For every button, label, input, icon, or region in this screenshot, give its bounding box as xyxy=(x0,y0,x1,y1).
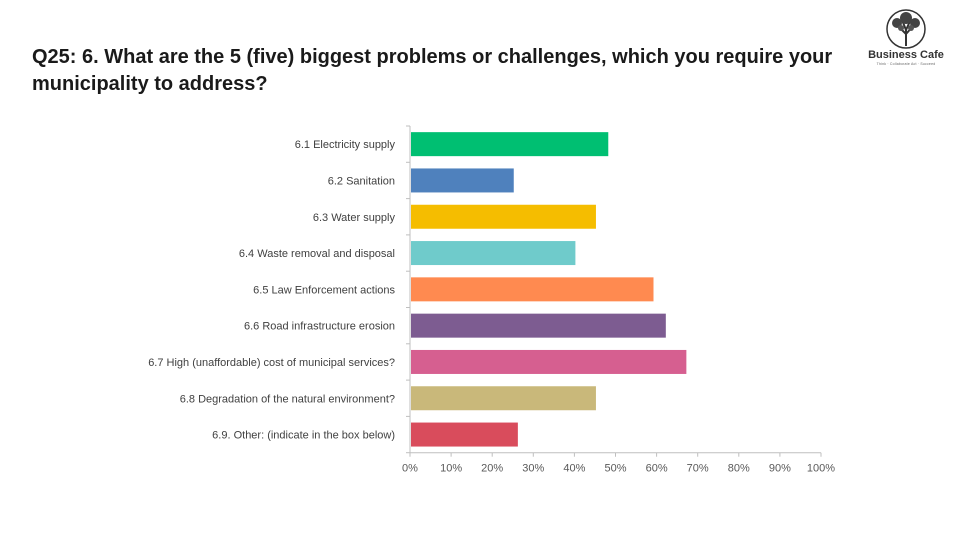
category-label: 6.9. Other: (indicate in the box below) xyxy=(212,430,395,442)
x-tick-label: 90% xyxy=(769,463,791,475)
business-cafe-logo: Business Cafe Think · Collaborate Act · … xyxy=(864,8,948,68)
x-tick-label: 20% xyxy=(481,463,503,475)
category-label: 6.7 High (unaffordable) cost of municipa… xyxy=(148,357,395,369)
category-label: 6.3 Water supply xyxy=(313,212,396,224)
x-tick-label: 50% xyxy=(604,463,626,475)
tree-icon xyxy=(886,9,926,49)
x-tick-label: 100% xyxy=(807,463,835,475)
x-tick-label: 0% xyxy=(402,463,418,475)
category-label: 6.6 Road infrastructure erosion xyxy=(244,321,395,333)
category-label: 6.8 Degradation of the natural environme… xyxy=(180,393,395,405)
category-label: 6.5 Law Enforcement actions xyxy=(253,284,395,296)
category-label: 6.4 Waste removal and disposal xyxy=(239,248,395,260)
bar xyxy=(411,277,654,302)
bar xyxy=(411,168,514,193)
x-tick-label: 40% xyxy=(563,463,585,475)
bar xyxy=(411,313,666,338)
chart-title: Q25: 6. What are the 5 (five) biggest pr… xyxy=(32,46,833,95)
bar xyxy=(411,349,687,374)
x-tick-label: 10% xyxy=(440,463,462,475)
logo-name: Business Cafe xyxy=(868,49,944,61)
bar xyxy=(411,422,518,447)
bar xyxy=(411,204,596,229)
bar xyxy=(411,132,609,157)
x-tick-label: 70% xyxy=(687,463,709,475)
bar xyxy=(411,241,576,266)
x-tick-label: 60% xyxy=(646,463,668,475)
category-label: 6.2 Sanitation xyxy=(328,175,395,187)
x-tick-label: 80% xyxy=(728,463,750,475)
x-tick-label: 30% xyxy=(522,463,544,475)
category-label: 6.1 Electricity supply xyxy=(295,139,396,151)
bar xyxy=(411,386,596,411)
logo-tagline: Think · Collaborate Act · Succeed xyxy=(876,62,936,66)
